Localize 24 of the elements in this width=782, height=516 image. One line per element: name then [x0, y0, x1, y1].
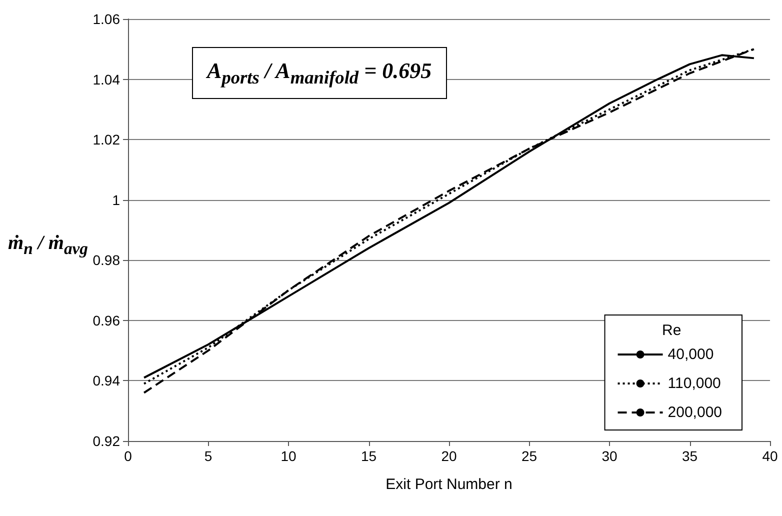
x-tick-label: 35 [682, 448, 698, 464]
legend-label: 200,000 [668, 404, 722, 421]
legend-label: 110,000 [668, 375, 721, 392]
y-tick-label: 1.04 [92, 71, 120, 88]
y-tick-label: 0.94 [92, 372, 120, 389]
x-tick-label: 30 [602, 448, 618, 464]
x-tick-label: 5 [204, 448, 212, 464]
y-axis-title: ṁ$_{n}$ / ṁ$_{avg}$ [8, 232, 88, 259]
area-ratio-note: A$_{ports}$ / A$_{manifold}$ = 0.695 [192, 47, 447, 100]
x-tick-label: 15 [360, 448, 377, 464]
x-tick-label: 10 [280, 448, 296, 464]
y-tick-label: 1.06 [92, 11, 120, 27]
x-tick-label: 0 [124, 448, 132, 464]
x-tick-label: 40 [762, 448, 778, 464]
y-tick-label: 0.98 [92, 252, 120, 268]
legend-title: Re [662, 322, 682, 339]
x-axis-title: Exit Port Number n [386, 476, 512, 493]
y-tick-label: 1.02 [92, 132, 120, 148]
legend-label: 40,000 [668, 346, 714, 363]
x-tick-label: 20 [441, 448, 457, 464]
y-tick-label: 0.92 [92, 433, 120, 449]
y-tick-label: 0.96 [92, 312, 120, 328]
y-tick-label: 1 [112, 192, 120, 208]
x-tick-label: 25 [521, 448, 538, 464]
